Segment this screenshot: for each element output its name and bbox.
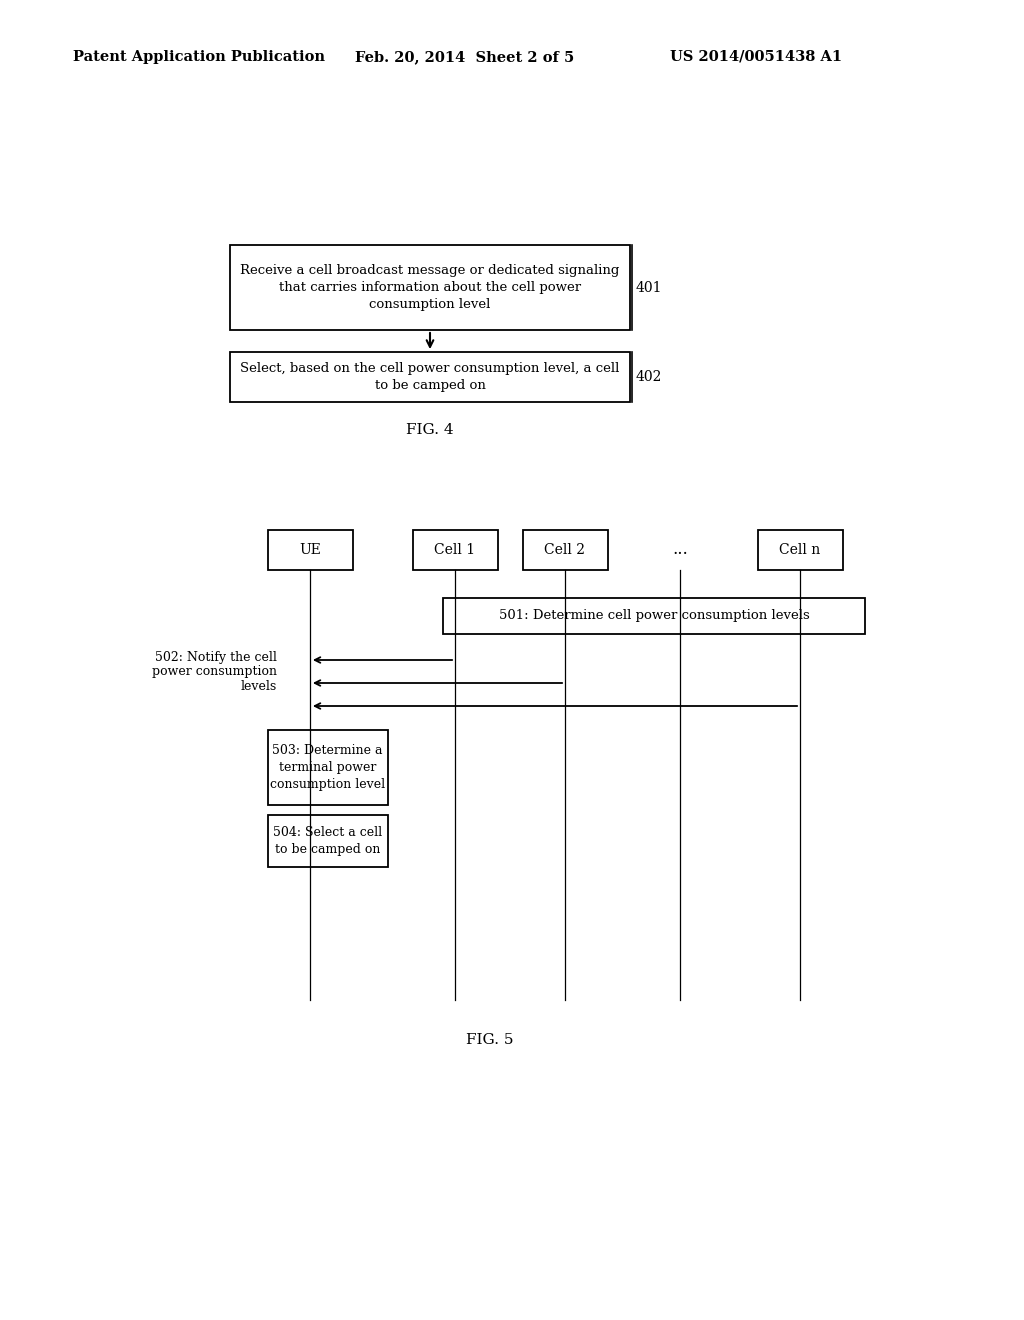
Text: US 2014/0051438 A1: US 2014/0051438 A1	[670, 50, 842, 63]
Text: Select, based on the cell power consumption level, a cell
to be camped on: Select, based on the cell power consumpt…	[241, 362, 620, 392]
Text: Cell 2: Cell 2	[545, 543, 586, 557]
Text: Cell n: Cell n	[779, 543, 820, 557]
Bar	[267, 730, 387, 805]
Text: Feb. 20, 2014  Sheet 2 of 5: Feb. 20, 2014 Sheet 2 of 5	[355, 50, 574, 63]
Text: 502: Notify the cell
power consumption
levels: 502: Notify the cell power consumption l…	[152, 651, 278, 693]
Text: 503: Determine a
terminal power
consumption level: 503: Determine a terminal power consumpt…	[270, 744, 385, 791]
Text: Receive a cell broadcast message or dedicated signaling
that carries information: Receive a cell broadcast message or dedi…	[241, 264, 620, 312]
Text: ...: ...	[672, 541, 688, 558]
Text: FIG. 4: FIG. 4	[407, 422, 454, 437]
Bar	[758, 531, 843, 570]
Bar	[413, 531, 498, 570]
Bar	[267, 531, 352, 570]
Bar	[230, 246, 630, 330]
Bar	[522, 531, 607, 570]
Text: Patent Application Publication: Patent Application Publication	[73, 50, 325, 63]
Text: UE: UE	[299, 543, 321, 557]
Bar	[443, 598, 865, 634]
Text: 402: 402	[636, 370, 663, 384]
Text: 501: Determine cell power consumption levels: 501: Determine cell power consumption le…	[499, 610, 809, 623]
Text: 401: 401	[636, 281, 663, 294]
Text: Cell 1: Cell 1	[434, 543, 475, 557]
Text: 504: Select a cell
to be camped on: 504: Select a cell to be camped on	[273, 826, 382, 855]
Text: FIG. 5: FIG. 5	[466, 1034, 514, 1047]
Bar	[267, 814, 387, 867]
Bar	[230, 352, 630, 403]
